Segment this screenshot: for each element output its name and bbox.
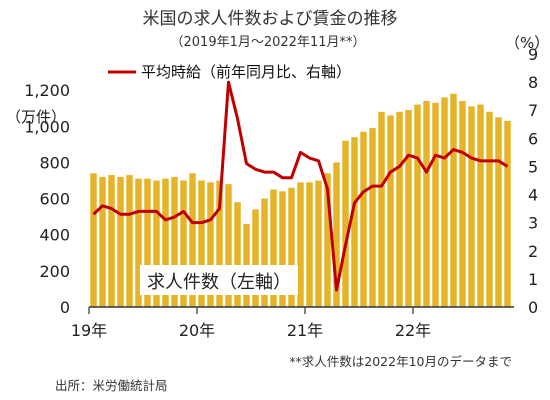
source: 出所：米労働統計局 bbox=[55, 378, 168, 393]
x-tick-label-0: 19年 bbox=[71, 321, 107, 340]
bar-19 bbox=[261, 198, 268, 307]
right-tick-label-6: 6 bbox=[528, 129, 538, 148]
bar-14 bbox=[216, 180, 223, 307]
bar-38 bbox=[432, 102, 439, 307]
x-tick-label-3: 22年 bbox=[395, 321, 431, 340]
right-tick-label-0: 0 bbox=[528, 298, 538, 317]
left-tick-label-5: 1,000 bbox=[24, 117, 70, 136]
bar-30 bbox=[360, 131, 367, 307]
bar-32 bbox=[378, 111, 385, 307]
right-tick-label-3: 3 bbox=[528, 214, 538, 233]
bar-34 bbox=[396, 111, 403, 307]
bar-36 bbox=[414, 104, 421, 307]
right-axis-unit: （%） bbox=[505, 34, 549, 52]
right-tick-label-9: 9 bbox=[528, 45, 538, 64]
bar-1 bbox=[99, 176, 106, 307]
left-tick-label-6: 1,200 bbox=[24, 81, 70, 100]
bar-44 bbox=[486, 111, 493, 307]
legend-line-label: 平均時給（前年同月比、右軸） bbox=[141, 63, 351, 81]
bar-7 bbox=[153, 180, 160, 307]
x-tick-label-1: 20年 bbox=[179, 321, 215, 340]
chart-subtitle: （2019年1月～2022年11月**） bbox=[171, 35, 366, 50]
right-tick-label-7: 7 bbox=[528, 101, 538, 120]
bar-24 bbox=[306, 182, 313, 307]
bar-33 bbox=[387, 115, 394, 307]
bar-35 bbox=[405, 110, 412, 308]
bar-12 bbox=[198, 180, 205, 307]
legend: 平均時給（前年同月比、右軸） bbox=[108, 63, 351, 81]
bar-3 bbox=[117, 176, 124, 307]
right-tick-label-8: 8 bbox=[528, 73, 538, 92]
ticks-layer: 0 200 400 600 800 1,000 1,200 0 1 2 3 4 5 6 7 8 9 19年 20年 2… bbox=[24, 45, 538, 340]
bar-15 bbox=[225, 184, 232, 307]
chart-title: 米国の求人件数および賃金の推移 bbox=[143, 9, 398, 29]
bar-29 bbox=[351, 137, 358, 307]
bar-43 bbox=[477, 104, 484, 307]
right-tick-label-5: 5 bbox=[528, 157, 538, 176]
bar-13 bbox=[207, 182, 214, 307]
bar-46 bbox=[504, 120, 511, 307]
bar-6 bbox=[144, 178, 151, 307]
bars-layer bbox=[90, 93, 511, 308]
left-tick-label-2: 400 bbox=[39, 226, 70, 245]
bar-21 bbox=[279, 191, 286, 307]
bar-4 bbox=[126, 175, 133, 307]
footnote: **求人件数は2022年10月のデータまで bbox=[289, 354, 512, 369]
bar-0 bbox=[90, 173, 97, 307]
right-tick-label-2: 2 bbox=[528, 242, 538, 261]
bar-40 bbox=[450, 93, 457, 307]
right-tick-label-1: 1 bbox=[528, 270, 538, 289]
bar-series-label: 求人件数（左軸） bbox=[147, 272, 291, 293]
line-layer bbox=[92, 80, 509, 292]
bar-28 bbox=[342, 140, 349, 307]
bar-41 bbox=[459, 100, 466, 308]
bar-45 bbox=[495, 117, 502, 307]
bar-37 bbox=[423, 100, 430, 308]
right-tick-label-4: 4 bbox=[528, 186, 538, 205]
bar-23 bbox=[297, 182, 304, 307]
bar-9 bbox=[171, 176, 178, 307]
bar-31 bbox=[369, 128, 376, 307]
left-tick-label-1: 200 bbox=[39, 262, 70, 281]
bar-16 bbox=[234, 202, 241, 307]
left-tick-label-3: 600 bbox=[39, 190, 70, 209]
bar-20 bbox=[270, 189, 277, 307]
left-axis-unit: （万件） bbox=[6, 108, 66, 126]
bar-25 bbox=[315, 180, 322, 307]
x-tick-label-2: 21年 bbox=[287, 321, 323, 340]
bar-18 bbox=[252, 209, 259, 307]
bar-42 bbox=[468, 106, 475, 307]
bar-2 bbox=[108, 175, 115, 307]
left-tick-label-0: 0 bbox=[60, 298, 70, 317]
bar-26 bbox=[324, 173, 331, 307]
wage-line bbox=[92, 80, 509, 292]
bar-22 bbox=[288, 187, 295, 307]
bar-10 bbox=[180, 180, 187, 307]
left-tick-label-4: 800 bbox=[39, 153, 70, 172]
bar-series-label-bg bbox=[140, 265, 298, 295]
bar-27 bbox=[333, 162, 340, 307]
bar-11 bbox=[189, 173, 196, 307]
bar-8 bbox=[162, 178, 169, 307]
bar-5 bbox=[135, 178, 142, 307]
bar-39 bbox=[441, 97, 448, 308]
